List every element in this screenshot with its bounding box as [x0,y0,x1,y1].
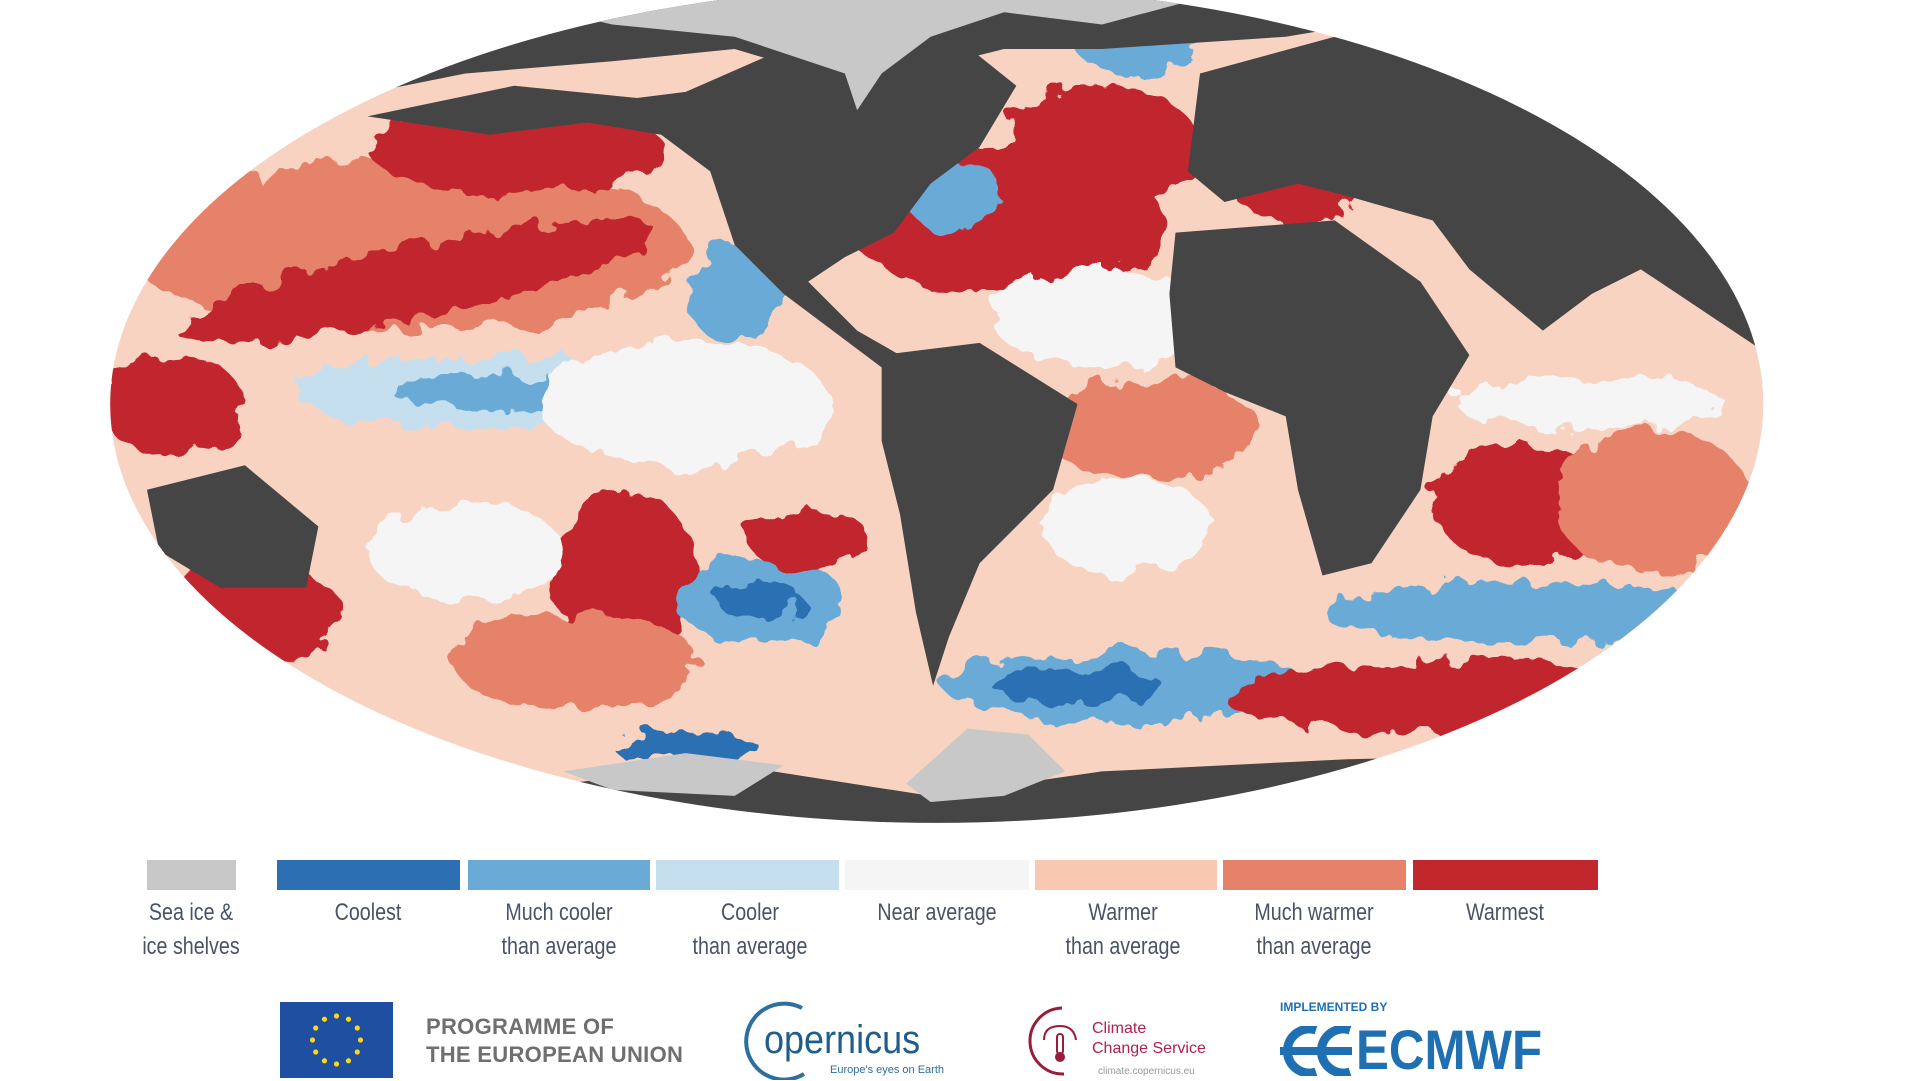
anomaly-patches [110,24,1752,762]
copernicus-logo: opernicus Europe's eyes on Earth [742,1000,962,1080]
ecmwf-logo: IMPLEMENTED BY ECMWF [1280,1000,1590,1080]
legend-label-warmer: Warmer than average [1065,899,1181,960]
legend-swatch-near-average [845,860,1029,890]
copernicus-tagline: Europe's eyes on Earth [830,1064,945,1076]
eu-star-icon [313,1025,319,1031]
legend-label-near-average: Near average [877,899,997,926]
eu-flag-icon [280,1002,393,1078]
legend-swatch-coolest [277,860,460,890]
eu-star-icon [354,1025,360,1031]
eu-star-icon [333,1061,340,1067]
ecmwf-waves-icon [1280,1026,1352,1076]
eu-star-icon [309,1037,316,1043]
legend-label-warmest: Warmest [1465,899,1544,926]
implemented-by-text: IMPLEMENTED BY [1280,1000,1388,1014]
legend-label-much-warmer: Much warmer than average [1254,899,1374,960]
legend-swatch-warmest [1413,860,1598,890]
c3s-line1: Climate [1092,1020,1147,1037]
eu-star-icon [321,1058,328,1064]
c3s-logo: Climate Change Service climate.copernicu… [1022,1000,1222,1080]
legend-label-much-cooler: Much cooler than average [501,899,617,960]
legend-swatch-much-warmer [1223,860,1406,890]
sea-surface-temperature-map [110,0,1764,823]
legend-swatch-sea-ice [147,860,236,890]
c3s-line2: Change Service [1092,1040,1206,1057]
legend-label-cooler: Cooler than average [692,899,808,960]
legend-swatch-cooler [656,860,839,890]
c3s-url: climate.copernicus.eu [1098,1066,1195,1077]
copernicus-c-icon [744,1001,806,1080]
thermometer-cloud-icon [1028,1006,1077,1076]
legend-label-coolest: Coolest [334,899,402,926]
eu-star-icon [345,1058,352,1064]
legend-swatch-much-cooler [468,860,650,890]
eu-star-icon [313,1049,319,1055]
legend-swatch-warmer [1035,860,1217,890]
eu-star-icon [333,1013,340,1019]
eu-star-icon [357,1037,364,1043]
legend-label-sea-ice: Sea ice & ice shelves [142,899,240,960]
eu-programme-text: PROGRAMME OF THE EUROPEAN UNION [426,1014,684,1067]
copernicus-wordmark: opernicus [764,1018,921,1062]
eu-star-icon [321,1016,328,1022]
eu-star-icon [345,1016,352,1022]
eu-star-icon [354,1049,360,1055]
ecmwf-wordmark: ECMWF [1356,1018,1543,1081]
